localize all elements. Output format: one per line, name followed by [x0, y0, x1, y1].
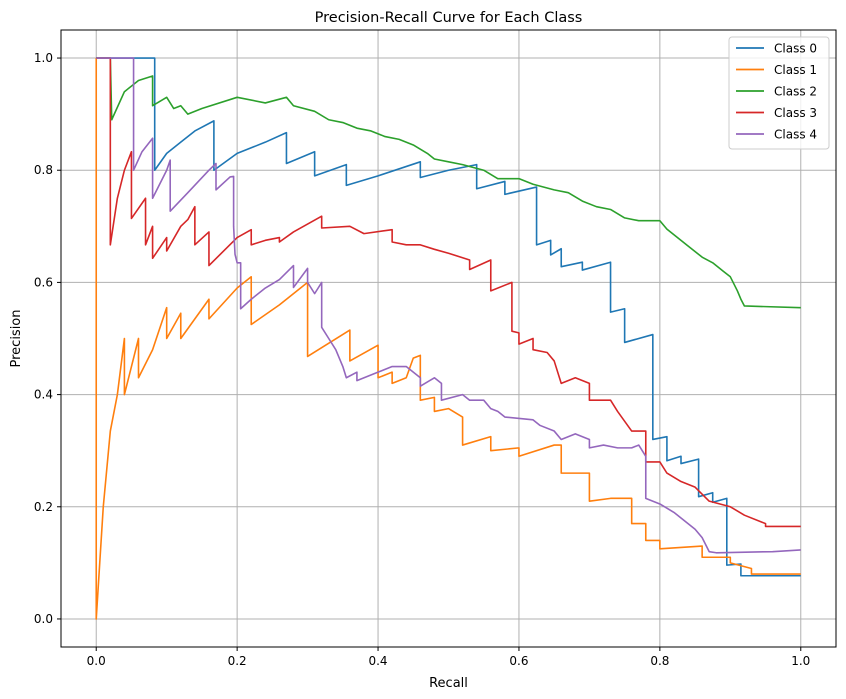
legend-frame [728, 36, 830, 150]
legend: Class 0 Class 1 Class 2 Class 3 Class 4 [728, 36, 830, 150]
y-tick-label: 0.6 [34, 275, 53, 289]
x-axis: 0.0 0.2 0.4 0.6 0.8 1.0 [87, 647, 810, 668]
chart-title: Precision-Recall Curve for Each Class [315, 10, 583, 26]
series-line-class-2 [96, 57, 801, 309]
legend-label: Class 4 [774, 128, 817, 142]
y-tick-label: 0.4 [34, 388, 53, 402]
x-tick-label: 0.2 [228, 654, 247, 668]
legend-label: Class 2 [774, 85, 817, 99]
series-line-class-0 [96, 57, 801, 577]
y-tick-label: 0.0 [34, 612, 53, 626]
grid [61, 30, 836, 647]
legend-label: Class 3 [774, 106, 817, 120]
x-tick-label: 0.8 [650, 654, 669, 668]
x-tick-label: 0.6 [509, 654, 528, 668]
x-tick-label: 0.4 [368, 654, 387, 668]
y-tick-label: 0.8 [34, 163, 53, 177]
legend-label: Class 1 [774, 63, 817, 77]
x-tick-label: 1.0 [791, 654, 810, 668]
y-axis-title: Precision [9, 309, 24, 367]
x-axis-title: Recall [429, 676, 468, 691]
plot-frame [60, 29, 837, 648]
x-tick-label: 0.0 [87, 654, 106, 668]
y-axis: 0.0 0.2 0.4 0.6 0.8 1.0 [34, 51, 61, 626]
series-line-class-4 [96, 57, 801, 554]
series-layer [95, 57, 801, 620]
series-line-class-1 [95, 58, 801, 620]
y-tick-label: 1.0 [34, 51, 53, 65]
series-line-class-3 [96, 57, 801, 528]
y-tick-label: 0.2 [34, 500, 53, 514]
legend-label: Class 0 [774, 42, 817, 56]
